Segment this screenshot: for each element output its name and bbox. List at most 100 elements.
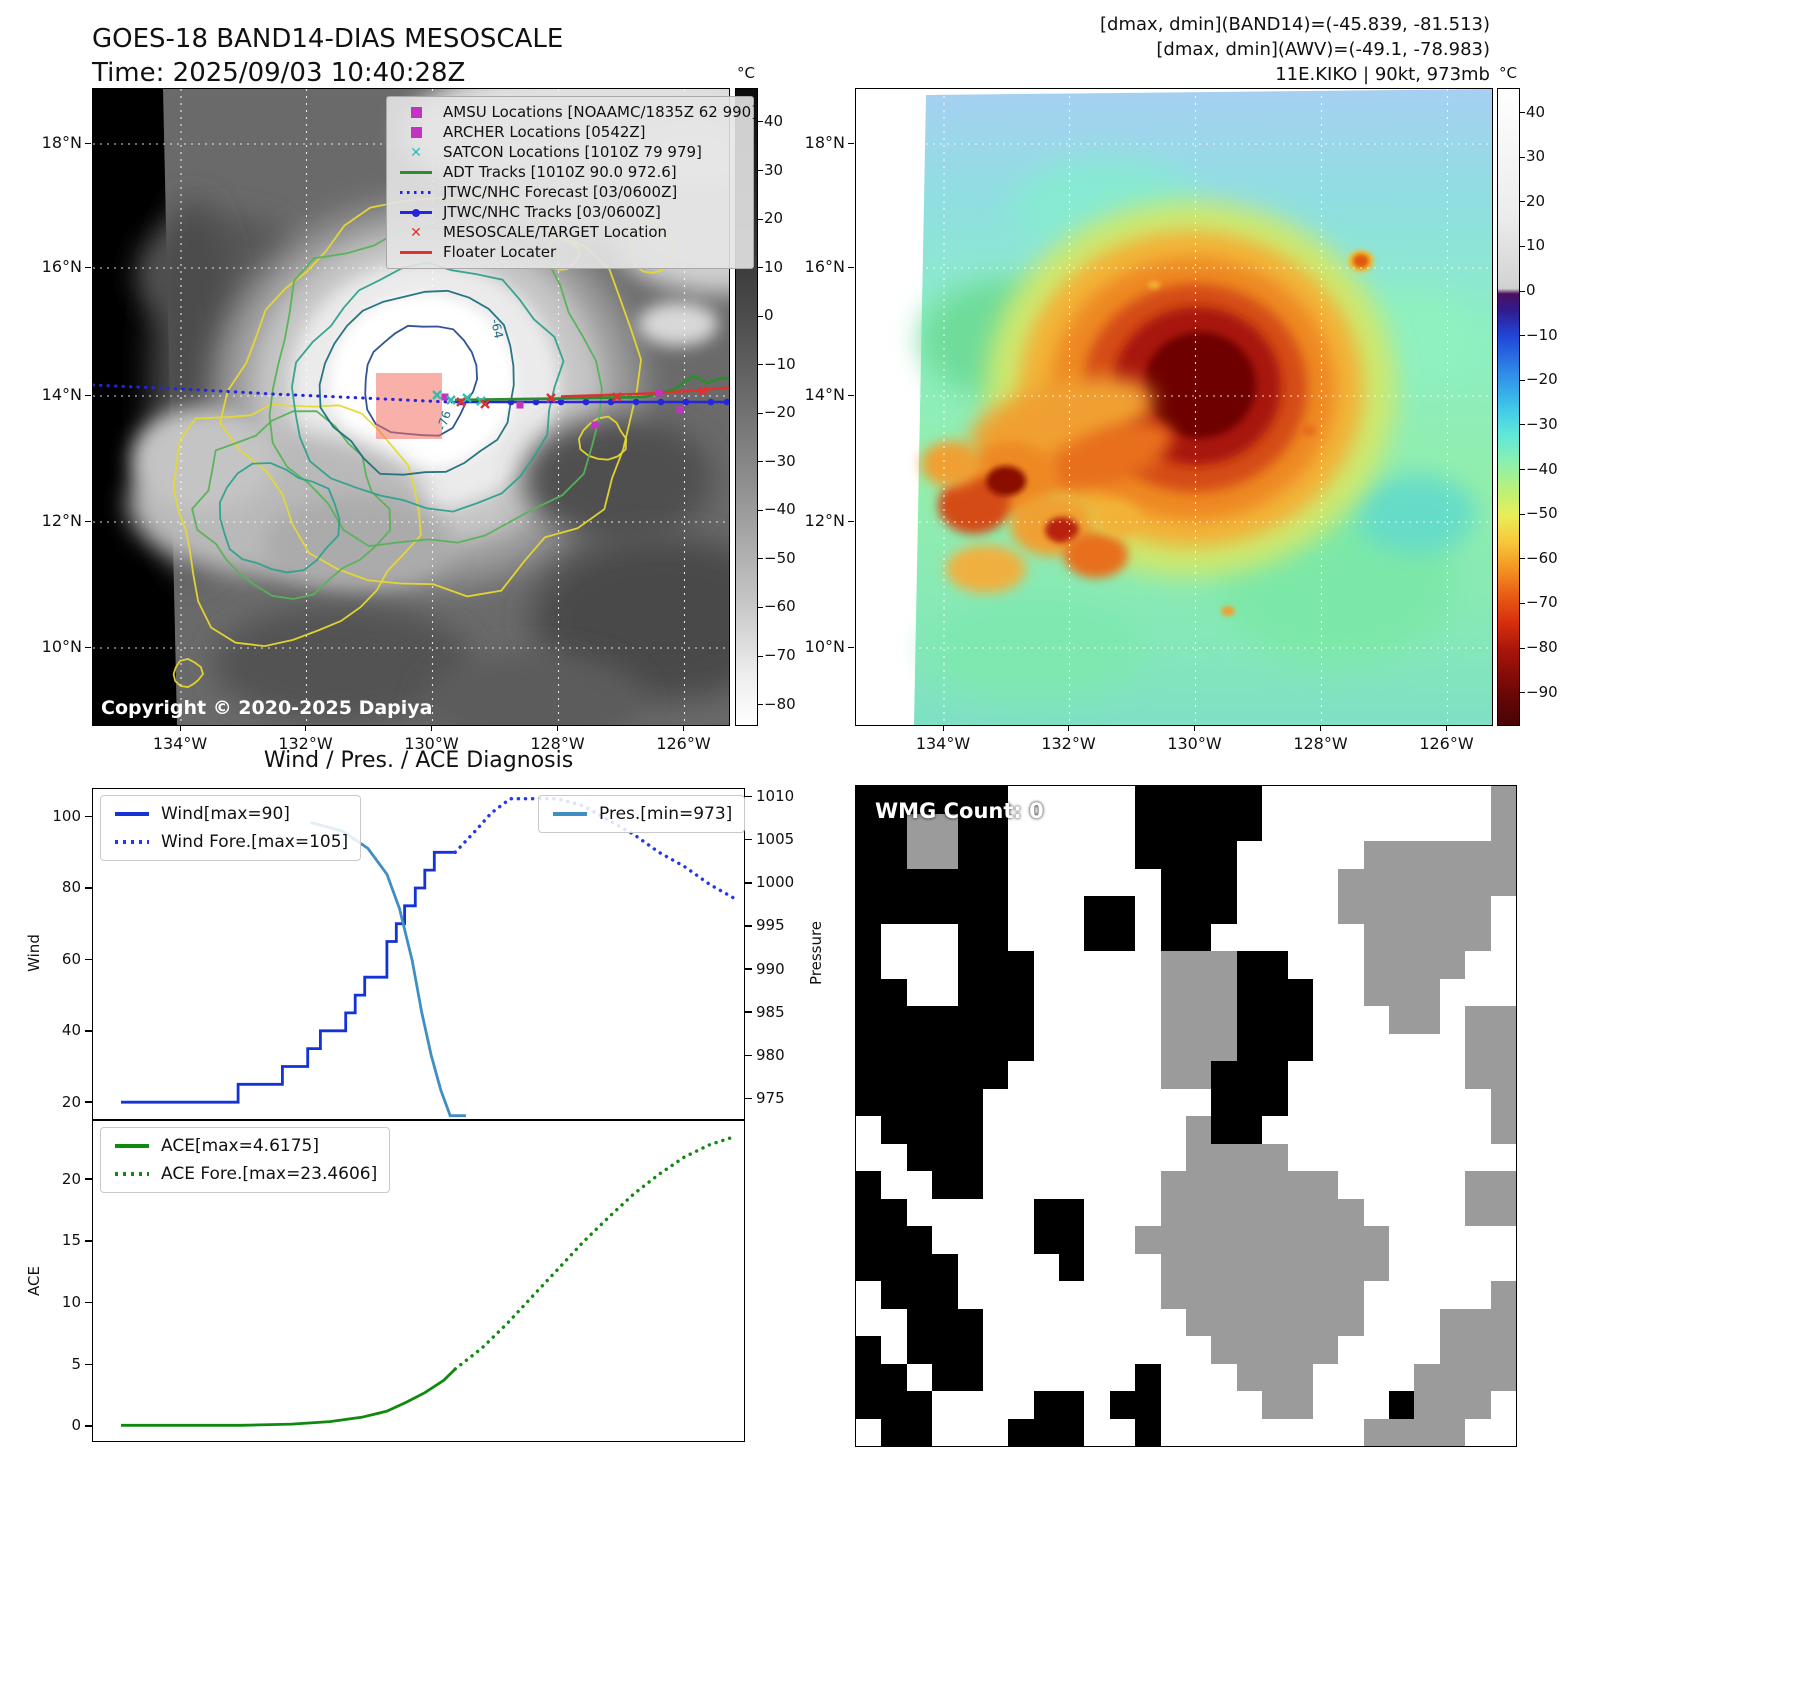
wmg-cell xyxy=(1490,1418,1516,1446)
wmg-cell xyxy=(1490,1143,1516,1171)
wmg-cell xyxy=(1312,1061,1339,1089)
wmg-cell xyxy=(1262,868,1288,896)
wmg-cell xyxy=(1439,1363,1466,1391)
wmg-cell xyxy=(1160,1033,1186,1061)
wmg-cell xyxy=(856,1198,882,1226)
wmg-cell xyxy=(1363,1253,1390,1281)
awv-colorbar xyxy=(1497,88,1520,726)
y-tick-label: 16°N xyxy=(41,257,82,276)
wmg-cell xyxy=(1338,841,1364,869)
wmg-cell xyxy=(1059,868,1085,896)
wmg-cell xyxy=(1490,1308,1516,1336)
wmg-cell xyxy=(1439,1308,1466,1336)
wmg-cell xyxy=(1160,978,1186,1006)
wmg-cell xyxy=(957,1336,983,1364)
wmg-cell xyxy=(1465,786,1491,814)
wmg-cell xyxy=(957,1006,983,1034)
wmg-cell xyxy=(1033,1336,1060,1364)
wmg-cell xyxy=(1109,1198,1136,1226)
wmg-cell xyxy=(1008,1088,1034,1116)
wmg-cell xyxy=(932,1006,958,1034)
wmg-cell xyxy=(1059,1226,1085,1254)
wmg-cell xyxy=(1262,841,1288,869)
wmg-cell xyxy=(1287,1281,1313,1309)
colorbar-tick-mark xyxy=(758,267,763,269)
wind-tick-mark xyxy=(85,815,92,818)
wmg-cell xyxy=(1490,1006,1516,1034)
wmg-cell xyxy=(982,1363,1009,1391)
y-tick-mark xyxy=(848,266,854,268)
pressure-tick-mark xyxy=(745,1011,752,1013)
wmg-cell xyxy=(957,1391,983,1419)
legend-marker xyxy=(397,171,435,174)
wmg-cell xyxy=(1414,786,1440,814)
wmg-cell xyxy=(1236,1088,1263,1116)
wmg-cell xyxy=(1211,868,1237,896)
legend-label: Wind Fore.[max=105] xyxy=(161,832,349,852)
wmg-cell xyxy=(932,951,958,979)
wmg-cell xyxy=(1262,1006,1288,1034)
storm-tracks xyxy=(93,373,729,439)
wmg-cell xyxy=(932,923,958,951)
wmg-cell xyxy=(1059,1418,1085,1446)
band14-satellite-map: -76 -64 AMSU Locations [NOAAMC/1835Z 62 … xyxy=(92,88,757,726)
colorbar-tick-mark xyxy=(1520,692,1525,694)
wmg-cell xyxy=(1008,1033,1034,1061)
legend-item: ADT Tracks [1010Z 90.0 972.6] xyxy=(397,164,743,181)
x-tick-mark xyxy=(431,725,432,731)
wmg-cell xyxy=(856,1171,882,1199)
wmg-cell xyxy=(1059,1391,1085,1419)
wmg-cell xyxy=(1287,896,1313,924)
wmg-cell xyxy=(1160,813,1186,841)
wind-tick-label: 40 xyxy=(61,1021,81,1040)
wmg-cell xyxy=(906,868,933,896)
wmg-cell xyxy=(1439,1281,1466,1309)
wmg-cell xyxy=(1465,1116,1491,1144)
wmg-cell xyxy=(1287,1171,1313,1199)
wmg-cell xyxy=(1262,1116,1288,1144)
wmg-cell xyxy=(1084,1006,1110,1034)
wmg-cell xyxy=(1236,1363,1263,1391)
wmg-cell xyxy=(1008,1061,1034,1089)
wmg-cell xyxy=(1185,868,1212,896)
wmg-cell xyxy=(1262,923,1288,951)
wmg-cell xyxy=(932,1198,958,1226)
wmg-cell xyxy=(1490,1226,1516,1254)
wmg-cell xyxy=(982,868,1009,896)
wmg-cell xyxy=(1236,1006,1263,1034)
adt-track-line xyxy=(454,374,729,402)
wmg-cell xyxy=(1389,1363,1415,1391)
wmg-cell xyxy=(1439,1006,1466,1034)
wmg-cell xyxy=(1439,841,1466,869)
legend-item: ARCHER Locations [0542Z] xyxy=(397,124,743,141)
wmg-cell xyxy=(1287,1308,1313,1336)
wmg-cell xyxy=(1109,1281,1136,1309)
wmg-cell xyxy=(982,1281,1009,1309)
wmg-cell xyxy=(1185,1363,1212,1391)
wmg-cell xyxy=(1008,1336,1034,1364)
wmg-cell xyxy=(1033,1143,1060,1171)
wmg-cell xyxy=(1338,1033,1364,1061)
wmg-cell xyxy=(1008,1281,1034,1309)
wmg-cell xyxy=(1287,1226,1313,1254)
wmg-cell xyxy=(1465,1198,1491,1226)
wmg-cell xyxy=(1211,1391,1237,1419)
wmg-cell xyxy=(1236,923,1263,951)
wmg-cell xyxy=(1236,1253,1263,1281)
wmg-cell xyxy=(1312,1088,1339,1116)
colorbar-tick-mark xyxy=(1520,379,1525,381)
wmg-cell xyxy=(1059,1088,1085,1116)
y-tick-label: 12°N xyxy=(804,511,845,530)
wmg-cell xyxy=(1059,1143,1085,1171)
awv-convective-cluster xyxy=(921,441,1140,593)
colorbar-tick-label: −50 xyxy=(764,548,796,567)
x-tick-label: 132°W xyxy=(1041,734,1096,753)
wmg-cell xyxy=(1008,1226,1034,1254)
wmg-cell xyxy=(1236,1391,1263,1419)
wmg-cell xyxy=(1185,1116,1212,1144)
wmg-cell xyxy=(1439,923,1466,951)
wmg-cell xyxy=(1439,1226,1466,1254)
wmg-cell xyxy=(1262,896,1288,924)
wmg-cell xyxy=(1008,1308,1034,1336)
pressure-tick-mark xyxy=(745,1054,752,1057)
